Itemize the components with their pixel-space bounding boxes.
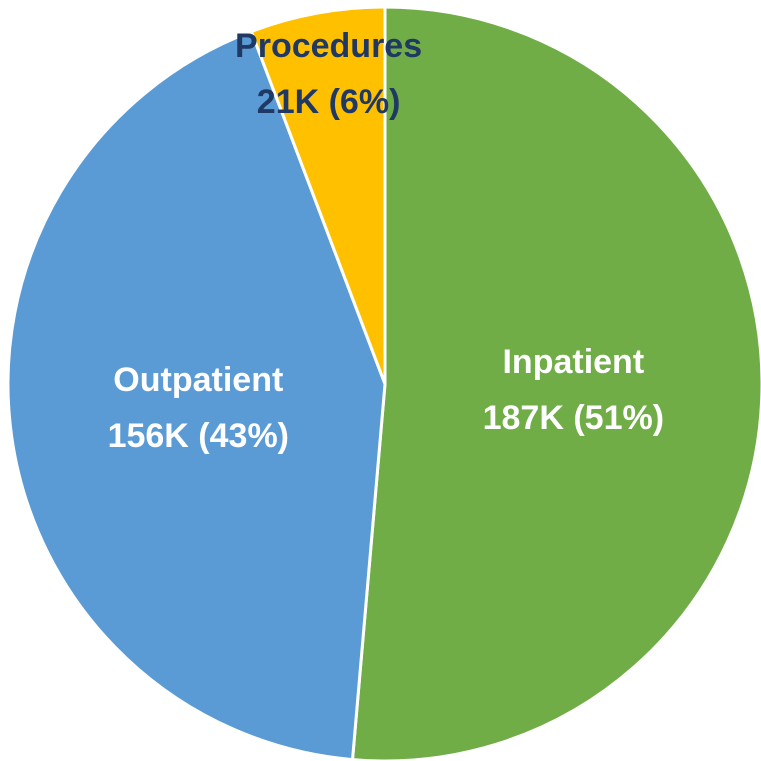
slice-value-label: 156K (43%) bbox=[108, 417, 289, 455]
slice-label: Inpatient bbox=[502, 343, 644, 381]
pie-slice bbox=[350, 5, 761, 761]
slice-label: Outpatient bbox=[113, 361, 283, 399]
slice-value-label: 187K (51%) bbox=[483, 399, 664, 437]
pie-slice bbox=[249, 5, 387, 385]
slice-value-label: 21K (6%) bbox=[257, 83, 401, 121]
slice-label: Procedures bbox=[235, 27, 422, 65]
pie-slice bbox=[6, 29, 387, 761]
